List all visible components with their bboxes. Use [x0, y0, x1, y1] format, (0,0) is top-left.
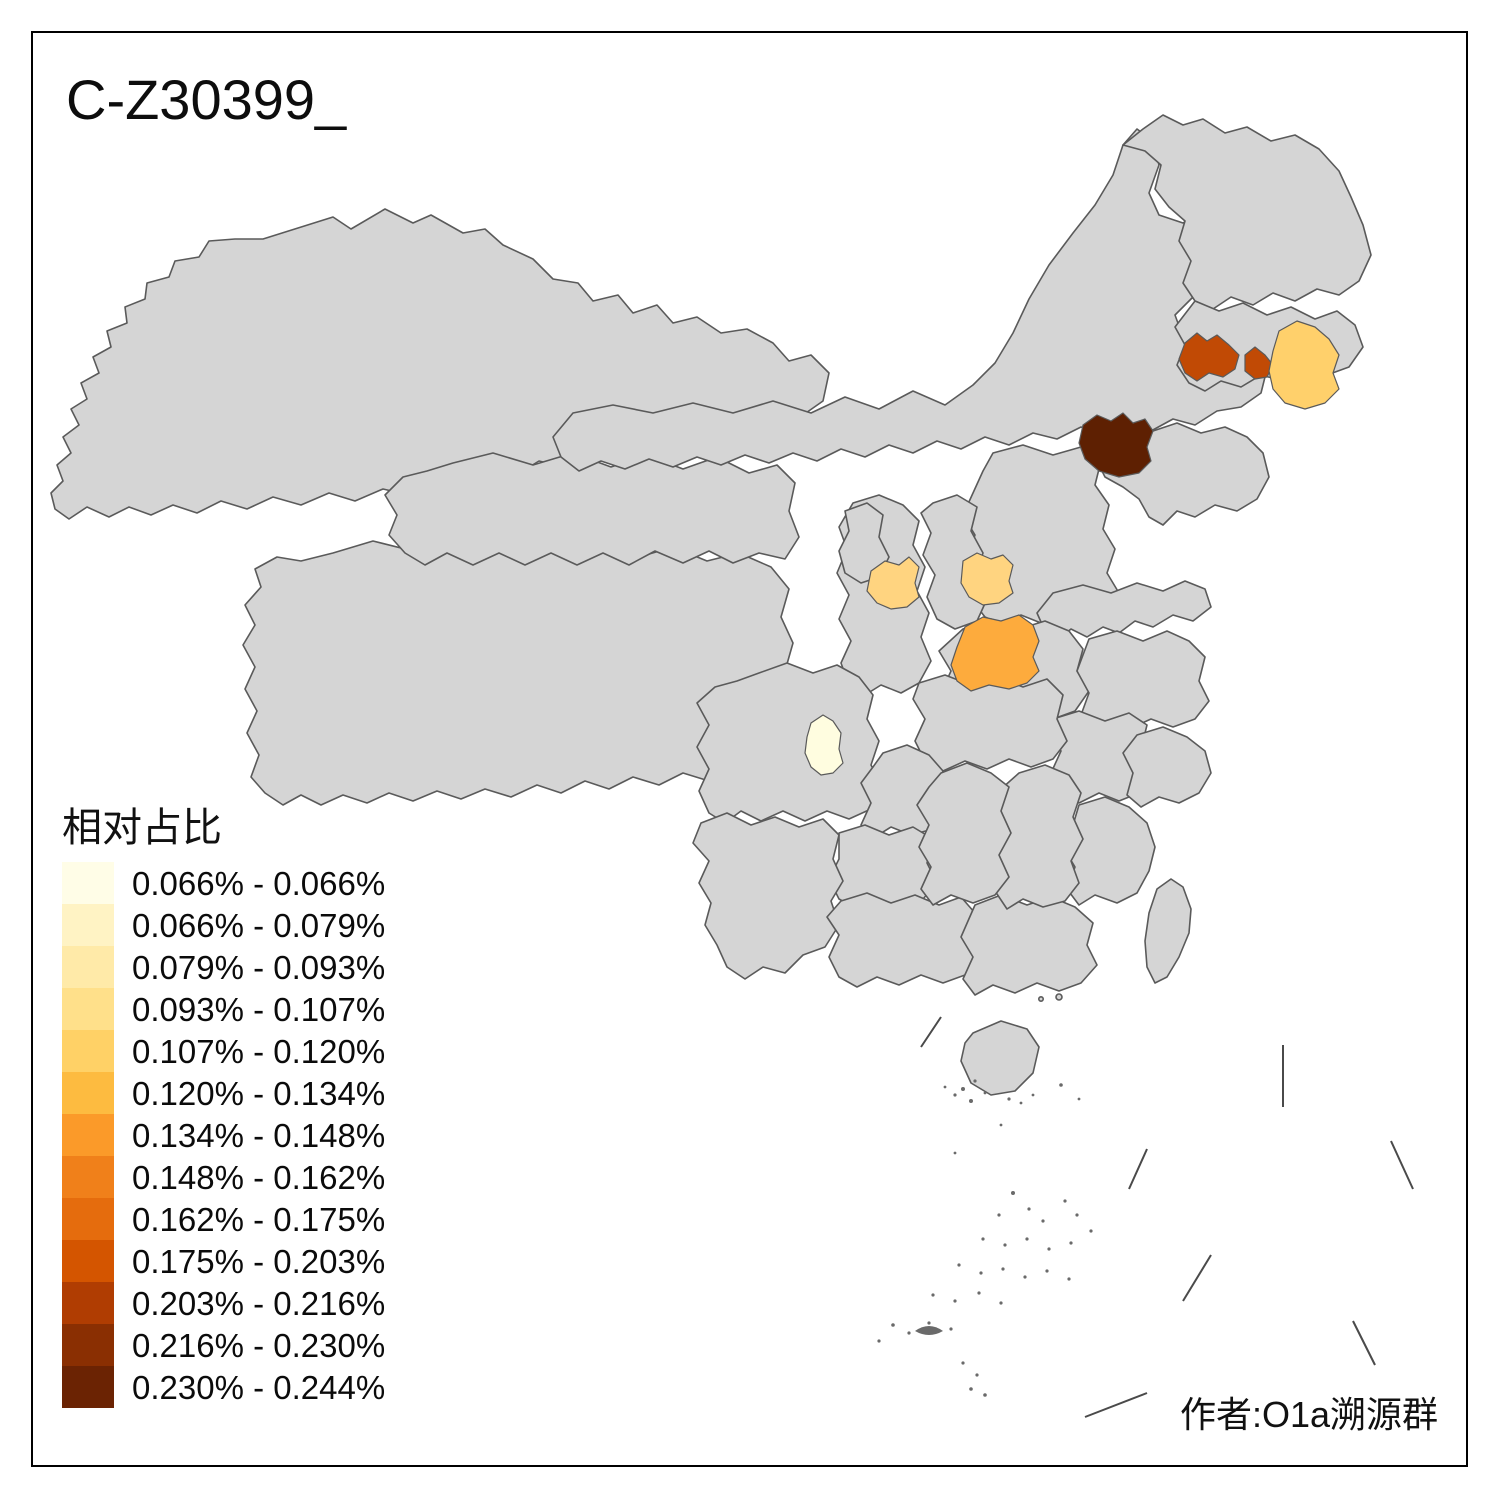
- province-yunnan[interactable]: [692, 812, 844, 980]
- legend-row[interactable]: 0.162% - 0.175%: [62, 1198, 462, 1240]
- legend-row[interactable]: 0.093% - 0.107%: [62, 988, 462, 1030]
- legend-row[interactable]: 0.230% - 0.244%: [62, 1366, 462, 1408]
- legend-row[interactable]: 0.066% - 0.066%: [62, 862, 462, 904]
- province-hubei[interactable]: [912, 674, 1068, 772]
- legend-row[interactable]: 0.175% - 0.203%: [62, 1240, 462, 1282]
- legend-label: 0.066% - 0.066%: [132, 864, 386, 902]
- province-hunan[interactable]: [916, 762, 1012, 906]
- island-taiwan[interactable]: [1144, 878, 1192, 984]
- legend-row[interactable]: 0.120% - 0.134%: [62, 1072, 462, 1114]
- south-china-sea-islets: [877, 1016, 1414, 1418]
- legend-label: 0.216% - 0.230%: [132, 1326, 386, 1364]
- legend-swatch: [62, 1282, 114, 1324]
- legend-row[interactable]: 0.066% - 0.079%: [62, 904, 462, 946]
- legend-label: 0.148% - 0.162%: [132, 1158, 386, 1196]
- legend-title: 相对占比: [62, 806, 222, 850]
- legend-row[interactable]: 0.148% - 0.162%: [62, 1156, 462, 1198]
- province-qinghai[interactable]: [384, 452, 800, 566]
- legend-swatch: [62, 1198, 114, 1240]
- page-title: C-Z30399_: [66, 68, 347, 131]
- legend-swatch: [62, 1114, 114, 1156]
- province-guangdong[interactable]: [960, 894, 1098, 996]
- legend-row[interactable]: 0.079% - 0.093%: [62, 946, 462, 988]
- region-southwest-cream[interactable]: [804, 714, 844, 776]
- island-hainan[interactable]: [960, 1020, 1040, 1096]
- region-central-orange[interactable]: [950, 614, 1040, 692]
- page-frame: [31, 31, 1468, 1467]
- legend-row[interactable]: 0.134% - 0.148%: [62, 1114, 462, 1156]
- legend-swatch: [62, 1156, 114, 1198]
- region-north-central-left[interactable]: [866, 556, 920, 610]
- legend-label: 0.079% - 0.093%: [132, 948, 386, 986]
- island-macau: [1037, 995, 1044, 1002]
- legend-swatch: [62, 904, 114, 946]
- legend: 相对占比 0.066% - 0.066% 0.066% - 0.079% 0.079…: [62, 808, 462, 1408]
- island-hongkong: [1055, 993, 1063, 1001]
- map-base-layer: [50, 114, 1372, 1096]
- region-northeast-dark-brown[interactable]: [1078, 412, 1154, 478]
- legend-swatch: [62, 1324, 114, 1366]
- legend-row[interactable]: 0.216% - 0.230%: [62, 1324, 462, 1366]
- region-northeast-rust-west[interactable]: [1178, 332, 1240, 382]
- legend-swatch: [62, 946, 114, 988]
- province-heilongjiang[interactable]: [1122, 114, 1372, 310]
- legend-label: 0.066% - 0.079%: [132, 906, 386, 944]
- legend-swatch: [62, 1072, 114, 1114]
- legend-swatch: [62, 988, 114, 1030]
- author-credit: 作者:O1a溯源群: [1179, 1394, 1438, 1435]
- legend-swatch: [62, 1030, 114, 1072]
- legend-label: 0.175% - 0.203%: [132, 1242, 386, 1280]
- province-guangxi[interactable]: [826, 892, 980, 988]
- region-northeast-light-orange[interactable]: [1268, 320, 1340, 410]
- legend-label: 0.093% - 0.107%: [132, 990, 386, 1028]
- legend-row[interactable]: 0.203% - 0.216%: [62, 1282, 462, 1324]
- province-sichuan[interactable]: [696, 662, 884, 824]
- legend-swatch: [62, 1366, 114, 1408]
- legend-label: 0.230% - 0.244%: [132, 1368, 386, 1406]
- legend-swatch: [62, 862, 114, 904]
- map-svg: [50, 114, 1414, 1418]
- province-jiangsu[interactable]: [1076, 630, 1210, 732]
- map-data-layer: [804, 320, 1340, 776]
- legend-row[interactable]: 0.107% - 0.120%: [62, 1030, 462, 1072]
- legend-swatch: [62, 1240, 114, 1282]
- legend-label: 0.162% - 0.175%: [132, 1200, 386, 1238]
- region-north-central-right[interactable]: [960, 552, 1014, 606]
- china-choropleth-map[interactable]: [33, 33, 1466, 1465]
- legend-label: 0.134% - 0.148%: [132, 1116, 386, 1154]
- province-guizhou[interactable]: [828, 824, 938, 910]
- province-zhejiang[interactable]: [1122, 726, 1212, 808]
- legend-label: 0.107% - 0.120%: [132, 1032, 386, 1070]
- legend-label: 0.120% - 0.134%: [132, 1074, 386, 1112]
- legend-label: 0.203% - 0.216%: [132, 1284, 386, 1322]
- legend-items: 0.066% - 0.066% 0.066% - 0.079% 0.079% - 0…: [62, 862, 462, 1408]
